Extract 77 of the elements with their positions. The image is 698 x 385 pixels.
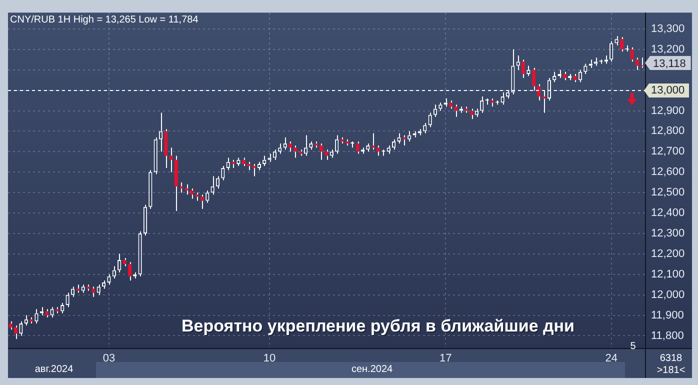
candlestick — [128, 262, 132, 282]
chart-title: CNY/RUB 1H High = 13,265 Low = 11,784 — [10, 14, 199, 26]
candlestick — [459, 106, 463, 114]
candlestick — [464, 106, 468, 114]
candlestick — [521, 59, 526, 79]
x-tick-label: 17 — [439, 352, 452, 365]
y-tick-label: 11,800 — [651, 330, 684, 342]
candlestick — [34, 308, 38, 324]
candlestick — [578, 69, 582, 83]
candlestick — [206, 190, 210, 204]
candlestick — [50, 306, 54, 318]
candlestick — [174, 155, 178, 212]
candlestick — [200, 194, 204, 210]
y-tick-label: 12,800 — [651, 125, 685, 138]
x-tick-label: 24 — [605, 352, 618, 365]
candlestick — [470, 108, 474, 120]
candlestick — [584, 63, 588, 74]
candlestick — [614, 36, 618, 46]
candlestick — [96, 284, 100, 296]
candlestick — [516, 55, 520, 70]
candlestick — [164, 128, 168, 169]
candlestick — [356, 140, 360, 154]
candlestick — [418, 128, 422, 136]
candlestick — [480, 96, 484, 114]
candlestick — [272, 149, 277, 160]
candlestick — [610, 40, 614, 62]
candlestick — [397, 132, 401, 144]
y-tick-label: 12,500 — [651, 186, 685, 199]
candlestick — [309, 140, 313, 150]
candlestick — [433, 104, 438, 118]
candlestick — [428, 112, 432, 128]
y-tick-label: 13,300 — [651, 22, 685, 35]
candlestick — [630, 46, 634, 62]
candlestick — [118, 253, 122, 273]
y-tick-label: 12,000 — [651, 288, 685, 301]
candlestick — [330, 149, 334, 158]
candlestick — [92, 286, 96, 298]
text: 13,118 — [653, 58, 686, 70]
candlestick — [148, 170, 152, 210]
candlestick — [158, 112, 163, 152]
y-tick-label: 12,200 — [651, 248, 685, 260]
text: >181< — [656, 364, 686, 376]
x-tick-label: 10 — [263, 352, 276, 365]
y-tick-label: 12,100 — [651, 268, 685, 280]
candlestick — [138, 230, 142, 277]
candlestick — [216, 176, 220, 189]
candlestick — [588, 59, 592, 68]
candlestick — [620, 36, 624, 52]
annotation: 5 — [630, 340, 636, 352]
x-tick-label: 03 — [102, 352, 116, 365]
y-tick-label: 12,300 — [651, 228, 685, 240]
candlestick — [335, 134, 339, 154]
candlestick — [324, 149, 328, 160]
text: авг.2024 — [34, 364, 74, 375]
y-tick-label: 12,700 — [651, 146, 685, 158]
candlestick — [154, 136, 158, 175]
candlestick — [45, 308, 49, 318]
candlestick — [122, 258, 126, 267]
y-tick-label: 11,900 — [651, 309, 684, 322]
text: сен.2024 — [351, 364, 393, 375]
candlestick — [635, 57, 640, 70]
y-tick-label: 12,900 — [651, 104, 685, 117]
candlestick — [526, 65, 530, 76]
candlestick — [66, 292, 70, 308]
candlestick — [70, 286, 75, 298]
y-tick-label: 12,600 — [651, 166, 685, 178]
candlestick — [454, 104, 458, 118]
y-tick-label: 13,000 — [651, 84, 685, 96]
candlestick — [221, 165, 225, 181]
text: 6318 — [660, 352, 683, 364]
candlestick — [19, 320, 23, 336]
y-tick-label: 13,200 — [651, 43, 685, 56]
candlestick — [107, 274, 111, 286]
y-tick-label: 12,400 — [651, 207, 685, 220]
candlestick — [236, 157, 240, 166]
candlestick — [143, 204, 148, 236]
annotation: Вероятно укрепление рубля в ближайшие дни — [182, 318, 576, 337]
